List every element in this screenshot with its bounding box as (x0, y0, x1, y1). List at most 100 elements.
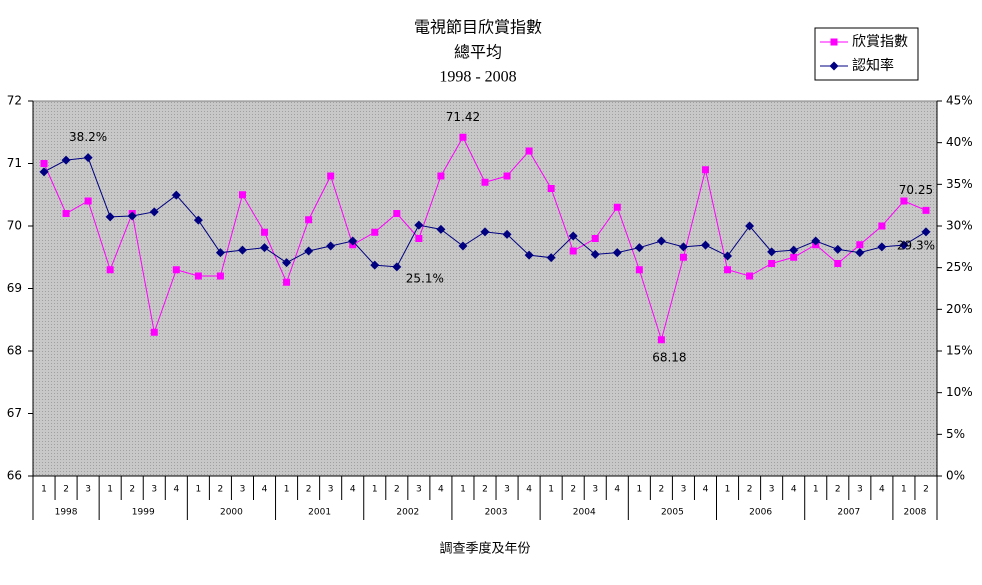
chart-subtitle: 總平均 (454, 43, 502, 62)
x-tick-label: 2 (394, 485, 400, 495)
marker (679, 253, 687, 261)
marker (348, 236, 358, 246)
x-tick-label: 2 (63, 485, 69, 495)
x-tick-label: 1 (725, 485, 731, 495)
marker (83, 153, 93, 163)
marker (678, 242, 688, 252)
marker (149, 207, 159, 217)
x-axis-label: 調查季度及年份 (439, 541, 530, 557)
marker (590, 249, 600, 259)
marker (150, 328, 158, 336)
marker (613, 203, 621, 211)
marker (327, 172, 335, 180)
x-tick-label: 4 (703, 485, 709, 495)
marker (547, 185, 555, 192)
x-group-label: 1998 (55, 508, 78, 518)
x-tick-label: 1 (813, 485, 819, 495)
legend-label: 欣賞指數 (852, 34, 908, 50)
data-label: 25.1% (406, 271, 444, 285)
marker (283, 278, 291, 286)
marker (105, 212, 115, 222)
marker (282, 258, 292, 268)
marker (305, 216, 313, 224)
x-group-label: 1999 (132, 508, 155, 518)
marker (61, 155, 71, 165)
x-tick-label: 2 (923, 485, 929, 495)
marker (746, 272, 754, 280)
legend-box (814, 27, 919, 81)
y2-tick-label: 15% (946, 344, 973, 358)
x-tick-label: 1 (195, 485, 201, 495)
x-tick-label: 1 (460, 485, 466, 495)
marker (900, 197, 908, 205)
marker (591, 235, 599, 242)
marker (723, 251, 733, 261)
y-tick-label: 71 (7, 156, 22, 170)
marker (503, 172, 511, 180)
marker (216, 272, 224, 280)
marker (634, 243, 644, 253)
marker (878, 222, 886, 230)
y2-tick-label: 0% (946, 469, 965, 483)
marker (745, 221, 755, 231)
data-label: 29.3% (897, 238, 935, 252)
x-group-label: 2003 (485, 508, 508, 518)
marker (260, 243, 270, 253)
x-tick-label: 1 (548, 485, 554, 495)
marker (261, 228, 269, 236)
marker (612, 248, 622, 258)
marker (415, 235, 423, 242)
x-tick-label: 3 (240, 485, 246, 495)
data-label: 70.25 (899, 183, 933, 197)
x-group-label: 2005 (661, 508, 684, 518)
marker (921, 227, 931, 237)
marker (481, 178, 489, 186)
x-tick-label: 3 (416, 485, 422, 495)
x-tick-label: 2 (218, 485, 224, 495)
y2-tick-label: 35% (946, 177, 973, 191)
chart-period: 1998 - 2008 (439, 69, 516, 86)
x-tick-label: 2 (129, 485, 135, 495)
marker (437, 172, 445, 180)
y-tick-label: 70 (7, 219, 22, 233)
x-tick-label: 3 (328, 485, 334, 495)
marker (370, 260, 380, 270)
marker (790, 253, 798, 261)
x-group-label: 2008 (903, 508, 926, 518)
x-tick-label: 4 (438, 485, 444, 495)
marker (40, 160, 48, 167)
x-group-label: 2006 (749, 508, 772, 518)
marker (899, 240, 909, 250)
marker (84, 197, 92, 205)
y-tick-label: 72 (7, 94, 22, 108)
marker (459, 133, 467, 141)
x-tick-label: 1 (901, 485, 907, 495)
marker (811, 236, 821, 246)
x-tick-label: 1 (284, 485, 290, 495)
y-tick-label: 69 (7, 281, 22, 295)
y2-tick-label: 45% (946, 94, 973, 108)
marker (172, 266, 180, 274)
marker (194, 272, 202, 280)
marker (833, 244, 843, 254)
x-group-label: 2001 (308, 508, 331, 518)
marker (569, 247, 577, 255)
data-label: 71.42 (446, 110, 480, 124)
marker (700, 240, 710, 250)
marker (106, 266, 114, 274)
marker (724, 266, 732, 274)
marker (789, 245, 799, 255)
y-tick-label: 68 (7, 344, 22, 358)
x-tick-label: 2 (747, 485, 753, 495)
x-tick-label: 3 (681, 485, 687, 495)
x-tick-label: 1 (41, 485, 47, 495)
x-tick-label: 2 (570, 485, 576, 495)
marker (480, 227, 490, 237)
x-tick-label: 3 (769, 485, 775, 495)
data-label: 68.18 (652, 350, 686, 364)
marker (193, 215, 203, 225)
y2-tick-label: 25% (946, 260, 973, 274)
marker (768, 260, 776, 267)
x-tick-label: 4 (526, 485, 532, 495)
